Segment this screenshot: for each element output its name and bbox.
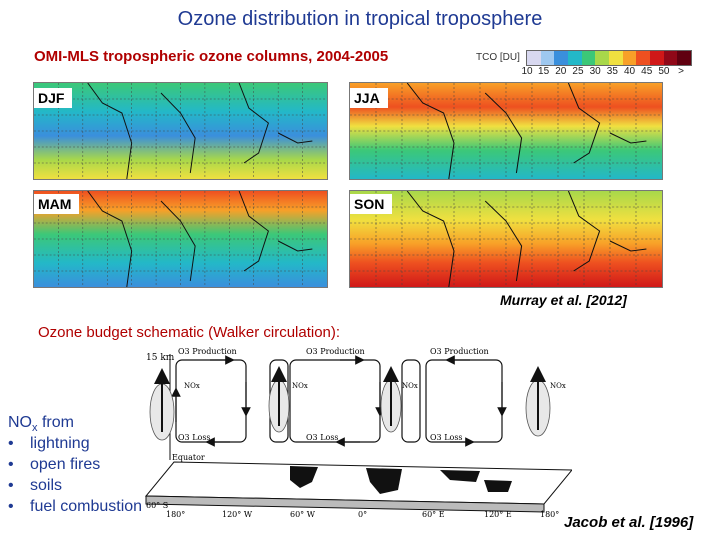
colorbar-segment <box>527 51 541 65</box>
nox-label-2: NOx <box>292 382 308 390</box>
lon-label-5: 60° E <box>422 510 445 519</box>
map-panel-jja <box>349 82 663 180</box>
colorbar-tick: 40 <box>623 66 636 77</box>
credit-murray: Murray et al. [2012] <box>500 292 627 308</box>
circulation-cell-1 <box>175 359 247 443</box>
circulation-cell-4 <box>401 359 421 443</box>
lon-label-7: 180° <box>540 510 559 519</box>
production-label-2: O3 Production <box>306 347 365 356</box>
colorbar-segment <box>609 51 623 65</box>
map-panel-djf <box>33 82 328 180</box>
loss-label-3: O3 Loss <box>430 433 463 442</box>
nox-label-3: NOx <box>402 382 418 390</box>
list-item: lightning <box>8 433 142 454</box>
colorbar-segment <box>650 51 664 65</box>
colorbar-segment <box>663 51 678 65</box>
lon-label-3: 60° W <box>290 510 316 519</box>
list-item: fuel combustion <box>8 496 142 517</box>
nox-sources-list: lightning open fires soils fuel combusti… <box>8 433 142 517</box>
colorbar-tick: 30 <box>589 66 601 77</box>
colorbar-tick: 35 <box>606 66 618 77</box>
continent-australia <box>484 480 512 492</box>
colorbar-tick: 25 <box>572 66 584 77</box>
season-label-jja: JJA <box>350 88 388 108</box>
colorbar <box>526 50 692 66</box>
maps-subtitle: OMI-MLS tropospheric ozone columns, 2004… <box>34 48 389 65</box>
colorbar-segment <box>595 51 610 65</box>
loss-label-2: O3 Loss <box>306 433 339 442</box>
colorbar-segment <box>622 51 637 65</box>
slab-edge <box>145 495 545 513</box>
lon-label-2: 120° W <box>222 510 253 519</box>
list-item: open fires <box>8 454 142 475</box>
map-panel-mam <box>33 190 328 288</box>
colorbar-segment <box>554 51 569 65</box>
colorbar-tick: 45 <box>641 66 653 77</box>
colorbar-segment <box>636 51 651 65</box>
season-label-son: SON <box>350 194 393 214</box>
altitude-label: 15 km <box>146 353 175 363</box>
colorbar-tick: 50 <box>658 66 670 77</box>
circulation-cell-3 <box>289 359 381 443</box>
walker-circulation-schematic: 15 km O3 Production O3 Production O3 Pro… <box>144 347 572 519</box>
lon-label-1: 180° <box>166 510 185 519</box>
colorbar-segment <box>568 51 582 65</box>
colorbar-segment <box>677 51 692 65</box>
equator-label: Equator <box>172 453 205 462</box>
colorbar-label: TCO [DU] <box>476 52 520 63</box>
nox-label-1: NOx <box>184 382 200 390</box>
continent-africa <box>366 468 402 494</box>
lon-label-6: 120° E <box>484 510 512 519</box>
list-item: soils <box>8 475 142 496</box>
colorbar-ticks: 10 15 20 25 30 35 40 45 50 > <box>519 66 709 77</box>
production-label-1: O3 Production <box>178 347 237 356</box>
coastline-overlay <box>350 82 662 180</box>
colorbar-tick: 20 <box>555 66 567 77</box>
circulation-cell-5 <box>425 359 503 443</box>
coastline-overlay <box>350 190 662 288</box>
season-label-mam: MAM <box>34 194 80 214</box>
production-label-3: O3 Production <box>430 347 489 356</box>
colorbar-tick: > <box>678 66 685 77</box>
page-title: Ozone distribution in tropical troposphe… <box>177 8 543 30</box>
credit-jacob: Jacob et al. [1996] <box>564 514 694 531</box>
loss-label-1: O3 Loss <box>178 433 211 442</box>
continent-maritime <box>440 470 480 482</box>
colorbar-tick: 10 <box>521 66 533 77</box>
continent-south-america <box>290 466 318 488</box>
coastline-overlay <box>34 82 327 180</box>
season-label-djf: DJF <box>34 88 73 108</box>
colorbar-segment <box>540 51 555 65</box>
nox-sources-title: NOx from <box>8 414 74 435</box>
colorbar-segment <box>581 51 596 65</box>
nox-label-4: NOx <box>550 382 566 390</box>
lon-label-4: 0° <box>358 510 367 519</box>
colorbar-tick: 15 <box>538 66 550 77</box>
lat-label: 60° S <box>146 501 168 510</box>
map-panel-son <box>349 190 663 288</box>
coastline-overlay <box>34 190 327 288</box>
budget-title: Ozone budget schematic (Walker circulati… <box>38 324 341 341</box>
